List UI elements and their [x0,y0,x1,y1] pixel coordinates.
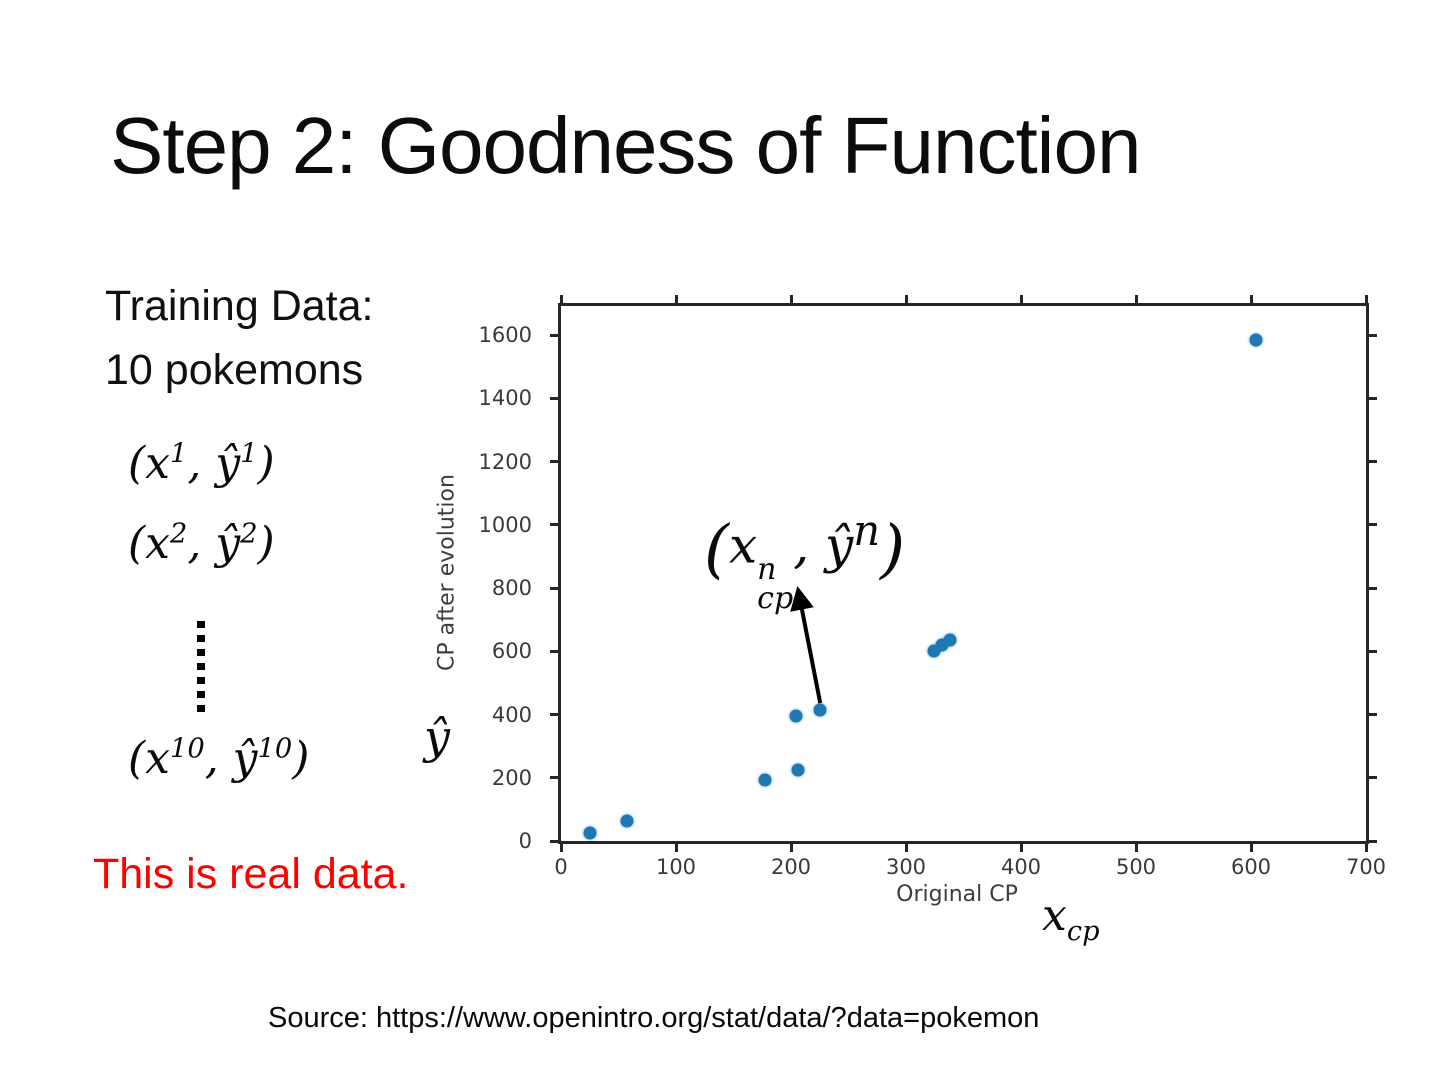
axis-tick [904,841,908,852]
scatter-plot: (x n cp, ŷn) 0 100 200 300 400 500 600 700 0 200 400… [479,295,1386,879]
axis-tick [904,295,908,306]
axis-tick [1366,460,1377,464]
axis-tick [1366,776,1377,780]
axis-tick [550,460,561,464]
axis-tick [550,839,561,843]
data-point [1249,333,1263,347]
source-caption: Source: https://www.openintro.org/stat/d… [268,1002,1040,1034]
tick-label: 600 [491,639,532,664]
data-point [583,826,597,840]
data-point [791,763,805,777]
tick-label: 500 [1115,855,1157,879]
axis-tick [1134,841,1138,852]
data-point [813,703,827,717]
axis-tick [1249,841,1253,852]
data-point [943,633,957,647]
axis-tick [550,523,561,527]
axis-tick [1019,841,1023,852]
tick-label: 600 [1230,855,1272,879]
axis-tick [1366,523,1377,527]
tick-label: 700 [1345,855,1387,879]
tick-label: 300 [885,855,927,879]
axis-tick [550,649,561,653]
y-hat-symbol: ŷ [424,710,450,764]
tick-label: 1200 [478,449,532,474]
x-axis-title: Original CP [896,882,1018,907]
tick-label: 100 [655,855,697,879]
axis-tick [789,295,793,306]
tick-label: 200 [770,855,812,879]
tick-label: 1400 [478,386,532,411]
axis-tick [674,295,678,306]
axis-tick [1366,586,1377,590]
data-point [758,773,772,787]
axis-tick [550,776,561,780]
tick-label: 0 [554,855,568,879]
tick-label: 400 [491,702,532,727]
annotation-formula: (x n cp, ŷn) [704,506,906,616]
real-data-note: This is real data. [93,850,409,898]
axis-tick [1249,295,1253,306]
axis-tick [1134,295,1138,306]
axis-tick [674,841,678,852]
tick-label: 200 [491,765,532,790]
axis-tick [1366,713,1377,717]
axis-tick [550,586,561,590]
axis-tick [1366,649,1377,653]
training-data-line2: 10 pokemons [105,346,364,394]
pair-formula-2: (x2, ŷ2) [128,518,275,569]
vertical-ellipsis [197,621,205,718]
axis-tick [1366,396,1377,400]
axis-tick [559,841,563,852]
page-title: Step 2: Goodness of Function [110,101,1141,190]
tick-label: 1000 [478,512,532,537]
axis-tick [1364,295,1368,306]
x-cp-symbol: xcp [1042,890,1100,947]
axis-tick [789,841,793,852]
axis-tick [1019,295,1023,306]
data-point [789,709,803,723]
axis-tick [559,295,563,306]
axis-tick [1364,841,1368,852]
tick-label: 400 [1000,855,1042,879]
tick-label: 1600 [478,323,532,348]
axis-tick [550,713,561,717]
training-data-caption: Training Data: 10 pokemons [105,274,373,402]
tick-label: 800 [491,576,532,601]
annotation-arrow [790,586,823,704]
axis-tick [1366,839,1377,843]
pair-formula-1: (x1, ŷ1) [128,438,275,489]
data-point [620,814,634,828]
pair-formula-10: (x10, ŷ10) [128,733,310,784]
axis-tick [550,333,561,337]
tick-label: 0 [518,829,532,853]
axis-tick [550,396,561,400]
axis-tick [1366,333,1377,337]
training-data-line1: Training Data: [105,282,374,330]
